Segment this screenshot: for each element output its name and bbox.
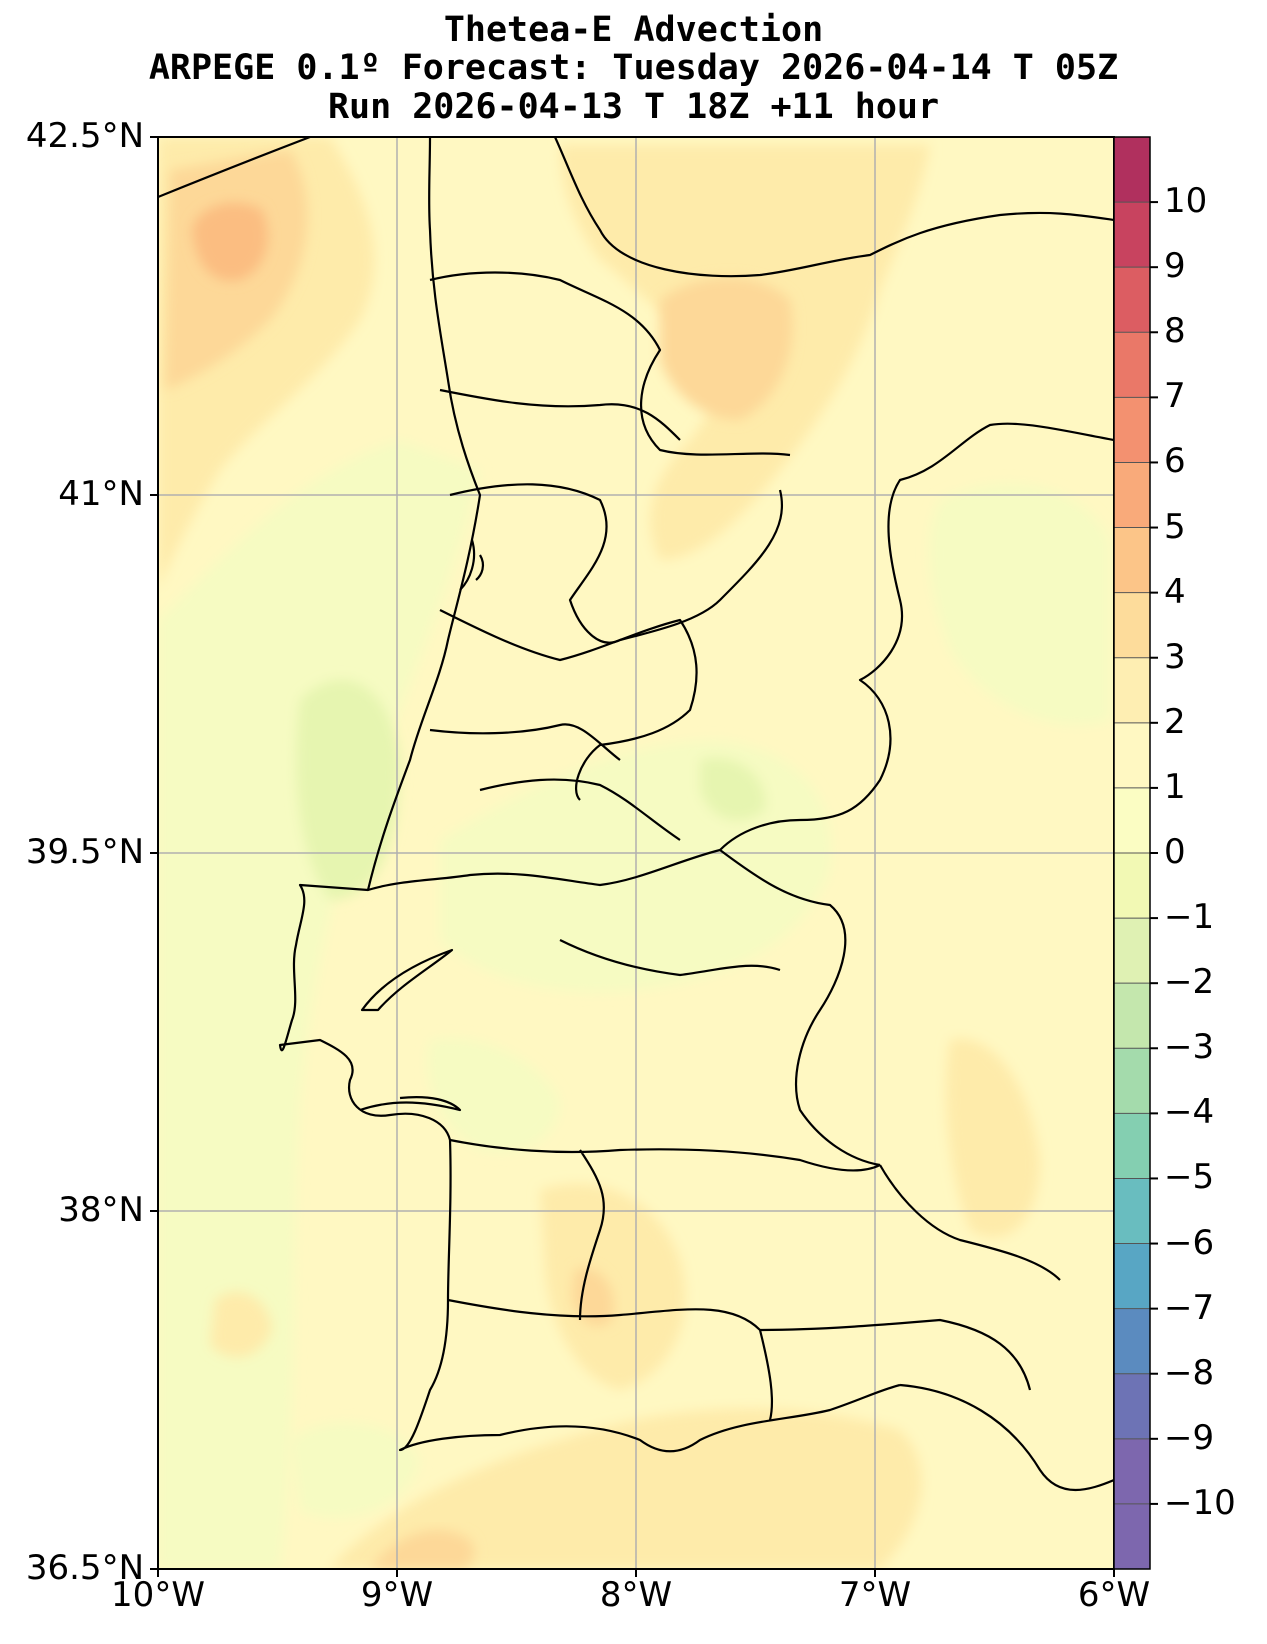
- colorbar-tick-label: −9: [1164, 1417, 1215, 1458]
- colorbar-band: [1114, 462, 1150, 529]
- colorbar-band: [1114, 267, 1150, 333]
- field-positive-north-core: [660, 277, 793, 420]
- field-positive-south-coast: [330, 1408, 922, 1569]
- colorbar-tick-label: 6: [1164, 441, 1186, 482]
- field-negative-southwest-offshore: [290, 1422, 420, 1518]
- colorbar-tick-label: −1: [1164, 897, 1215, 938]
- lon-tick-label: 7°W: [838, 1575, 912, 1615]
- lat-tick-label: 36.5°N: [25, 1548, 144, 1588]
- colorbar-tick-label: 10: [1164, 181, 1208, 222]
- colorbar-tick-label: 7: [1164, 376, 1186, 417]
- colorbar-band: [1114, 1373, 1150, 1440]
- field-positive-south-core: [572, 1268, 614, 1326]
- field-negative-coastal: [158, 440, 480, 1569]
- field-positive-south-coast-core: [370, 1529, 475, 1569]
- field-positive-southwest-offshore: [210, 1291, 272, 1357]
- colorbar: [1113, 136, 1158, 1570]
- colorbar-band: [1114, 137, 1150, 203]
- colorbar-band: [1114, 1178, 1150, 1245]
- title-line-2: ARPEGE 0.1º Forecast: Tuesday 2026-04-14…: [148, 48, 1119, 88]
- lon-tick-label: 10°W: [111, 1575, 205, 1615]
- district-borders-centre: [367, 609, 781, 977]
- colorbar-band: [1114, 202, 1150, 268]
- axis-ticks: [150, 136, 1115, 1577]
- colorbar-tick-label: 4: [1164, 571, 1186, 612]
- colorbar-tick-label: −2: [1164, 962, 1215, 1003]
- lat-tick-label: 38°N: [58, 1190, 144, 1230]
- field-negative-southwest: [427, 1038, 560, 1153]
- colorbar-tick-label: −4: [1164, 1092, 1215, 1133]
- colorbar-band: [1114, 592, 1150, 659]
- colorbar-tick-label: −6: [1164, 1222, 1215, 1263]
- colorbar-band: [1114, 1503, 1150, 1570]
- colorbar-tick-label: 5: [1164, 506, 1186, 547]
- colorbar-tick-label: 1: [1164, 766, 1186, 807]
- colorbar-band: [1114, 657, 1150, 724]
- colorbar-band: [1114, 853, 1150, 919]
- lon-tick-label: 6°W: [1077, 1575, 1151, 1615]
- colorbar-band: [1114, 1243, 1150, 1310]
- coast-south-east: [899, 1383, 1114, 1492]
- field-strong-positive-northwest: [192, 202, 268, 281]
- field-negative-east: [929, 483, 1110, 726]
- colorbar-tick-label: 3: [1164, 636, 1186, 677]
- colorbar-tick-label: −5: [1164, 1157, 1215, 1198]
- field-positive-south: [540, 1183, 686, 1390]
- colorbar-tick-label: 9: [1164, 246, 1186, 287]
- colorbar-tick-label: 8: [1164, 311, 1186, 352]
- district-borders-north: [429, 271, 791, 644]
- title-line-1: Thetea-E Advection: [443, 10, 824, 50]
- portugal-spain-border: [553, 137, 1114, 1167]
- colorbar-band: [1114, 787, 1150, 854]
- colorbar-band: [1114, 983, 1150, 1049]
- title-line-3: Run 2026-04-13 T 18Z +11 hour: [327, 87, 940, 127]
- lagoon-aveiro: [459, 539, 485, 591]
- colorbar-tick-label: 2: [1164, 701, 1186, 742]
- colorbar-band: [1114, 1438, 1150, 1505]
- lat-tick-label: 41°N: [58, 474, 144, 514]
- colorbar-band: [1114, 1308, 1150, 1375]
- colorbar-band: [1114, 1113, 1150, 1179]
- lat-tick-label: 39.5°N: [25, 832, 144, 872]
- colorbar-tick-label: 0: [1164, 832, 1186, 872]
- estuary-tagus: [360, 948, 454, 1012]
- colorbar-frame: [1113, 136, 1151, 1570]
- estuary-sado: [359, 1096, 462, 1112]
- colorbar-tick-label: −8: [1164, 1352, 1215, 1393]
- coastline: [158, 137, 901, 1453]
- colorbar-tick-label: −3: [1164, 1027, 1215, 1068]
- field-positive-east: [946, 1038, 1040, 1238]
- colorbar-band: [1114, 722, 1150, 789]
- colorbar-band: [1114, 332, 1150, 398]
- colorbar-band: [1114, 397, 1150, 463]
- colorbar-band: [1114, 1048, 1150, 1114]
- gridlines: [158, 137, 1114, 1569]
- boundaries: [158, 137, 1114, 1492]
- colorbar-tick-label: −10: [1164, 1482, 1236, 1523]
- field-negative-central-core: [700, 758, 766, 821]
- lon-tick-label: 9°W: [360, 1575, 434, 1615]
- colorbar-band: [1114, 918, 1150, 984]
- lat-tick-label: 42.5°N: [25, 116, 144, 156]
- lon-tick-label: 8°W: [599, 1575, 673, 1615]
- field-negative-west-offshore: [296, 680, 400, 900]
- colorbar-tick-label: −7: [1164, 1287, 1215, 1328]
- district-borders-south: [447, 1138, 1061, 1421]
- colorbar-band: [1114, 527, 1150, 594]
